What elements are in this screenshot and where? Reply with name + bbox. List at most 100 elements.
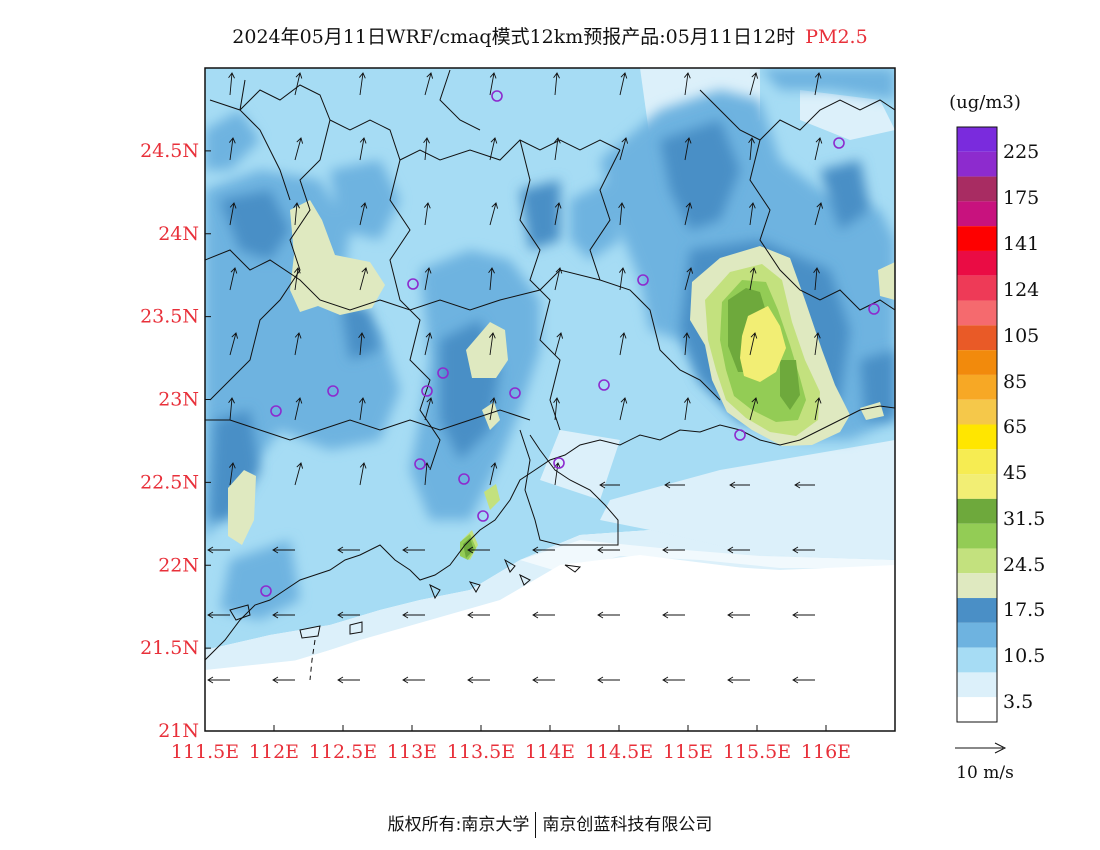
wind-arrow bbox=[228, 397, 235, 421]
wind-arrow bbox=[467, 546, 490, 554]
lon-tick-label: 113E bbox=[387, 741, 437, 763]
wind-arrow bbox=[359, 397, 366, 421]
legend-swatch bbox=[957, 151, 997, 177]
station-marker bbox=[491, 90, 503, 102]
pm25-concentration-field bbox=[205, 68, 895, 731]
station-marker bbox=[868, 303, 880, 315]
legend-swatch bbox=[957, 548, 997, 574]
wind-arrow bbox=[272, 611, 295, 619]
wind-arrow bbox=[359, 462, 367, 486]
wind-arrow bbox=[684, 72, 691, 96]
wind-arrow bbox=[554, 332, 564, 356]
map-title: 2024年05月11日WRF/cmaq模式12km预报产品:05月11日12时 P… bbox=[0, 22, 1100, 49]
legend-swatch bbox=[957, 176, 997, 202]
lat-tick-label: 24.5N bbox=[140, 140, 199, 162]
wind-arrow bbox=[293, 202, 300, 226]
wind-arrow bbox=[207, 611, 230, 619]
wind-arrow bbox=[229, 462, 236, 486]
wind-arrow bbox=[359, 72, 366, 96]
wind-arrow bbox=[294, 462, 304, 486]
wind-arrow bbox=[749, 202, 756, 226]
wind-arrow bbox=[597, 611, 620, 619]
wind-arrow bbox=[337, 611, 360, 619]
station-marker bbox=[477, 510, 489, 522]
station-marker bbox=[509, 387, 521, 399]
wind-arrow bbox=[662, 676, 685, 684]
wind-arrow bbox=[402, 676, 425, 684]
wind-arrow bbox=[489, 72, 497, 96]
legend-label: 17.5 bbox=[1003, 599, 1045, 621]
wind-arrow bbox=[619, 72, 628, 96]
legend-label: 175 bbox=[1003, 187, 1039, 209]
footer-divider bbox=[535, 812, 537, 838]
wind-arrow bbox=[684, 397, 691, 421]
wind-arrow bbox=[489, 462, 498, 486]
wind-arrow bbox=[207, 676, 230, 684]
lat-tick-label: 22.5N bbox=[140, 471, 199, 493]
wind-arrow bbox=[359, 137, 367, 161]
lon-tick-label: 115E bbox=[663, 741, 713, 763]
wind-arrow bbox=[597, 546, 620, 554]
legend-label: 45 bbox=[1003, 462, 1027, 484]
legend-swatch bbox=[957, 424, 997, 450]
lat-tick-label: 21N bbox=[158, 720, 199, 742]
station-marker bbox=[414, 458, 426, 470]
lon-tick-label: 114.5E bbox=[585, 741, 653, 763]
legend-label: 24.5 bbox=[1003, 554, 1045, 576]
wind-arrow bbox=[489, 397, 497, 421]
legend-swatch bbox=[957, 573, 997, 599]
legend-swatch bbox=[957, 598, 997, 623]
station-marker bbox=[458, 473, 470, 485]
legend-label: 3.5 bbox=[1003, 691, 1033, 713]
wind-arrow bbox=[467, 611, 490, 619]
wind-arrow bbox=[358, 332, 365, 356]
lon-tick-label: 113.5E bbox=[447, 741, 515, 763]
wind-arrow bbox=[402, 546, 425, 554]
station-marker bbox=[327, 385, 339, 397]
station-marker bbox=[734, 429, 746, 441]
wind-arrow bbox=[792, 611, 815, 619]
legend-swatch bbox=[957, 300, 997, 326]
wind-arrow bbox=[229, 267, 238, 291]
wind-arrow bbox=[727, 611, 750, 619]
wind-arrow bbox=[749, 72, 759, 96]
wind-arrow bbox=[619, 137, 629, 161]
station-marker bbox=[407, 278, 419, 290]
lon-tick-label: 114E bbox=[525, 741, 575, 763]
legend-swatch bbox=[957, 697, 997, 722]
wind-arrow bbox=[749, 332, 758, 356]
wind-arrow bbox=[813, 267, 820, 291]
wind-arrow bbox=[748, 137, 755, 161]
wind-scale-legend: 10 m/s bbox=[955, 742, 1014, 783]
wind-arrow bbox=[554, 267, 563, 291]
legend-label: 105 bbox=[1003, 325, 1039, 347]
wind-arrow bbox=[272, 546, 295, 554]
legend-label: 31.5 bbox=[1003, 508, 1045, 530]
lon-tick-label: 111.5E bbox=[171, 741, 239, 763]
legend-swatch bbox=[957, 275, 997, 301]
wind-arrow bbox=[359, 267, 369, 291]
legend-label: 65 bbox=[1003, 416, 1027, 438]
wind-arrow bbox=[792, 676, 815, 684]
wind-arrow bbox=[489, 137, 498, 161]
wind-arrow bbox=[619, 332, 627, 356]
station-marker bbox=[437, 367, 449, 379]
wind-arrow bbox=[599, 481, 620, 489]
lat-tick-label: 24N bbox=[158, 223, 199, 245]
legend-swatch bbox=[957, 672, 997, 698]
wind-arrow bbox=[749, 397, 759, 421]
wind-arrow bbox=[488, 267, 495, 291]
station-marker bbox=[260, 585, 272, 597]
wind-arrow bbox=[424, 397, 434, 421]
wind-arrow bbox=[664, 481, 685, 489]
wind-arrow bbox=[684, 267, 694, 291]
wind-arrow bbox=[553, 72, 560, 96]
wind-arrow bbox=[727, 676, 750, 684]
wind-scale-label: 10 m/s bbox=[956, 763, 1014, 783]
legend-swatch bbox=[957, 498, 997, 524]
wind-arrow bbox=[489, 202, 499, 226]
wind-arrow bbox=[684, 202, 693, 226]
legend-label: 10.5 bbox=[1003, 645, 1045, 667]
wind-arrow bbox=[749, 267, 757, 291]
legend-swatch bbox=[957, 226, 997, 251]
